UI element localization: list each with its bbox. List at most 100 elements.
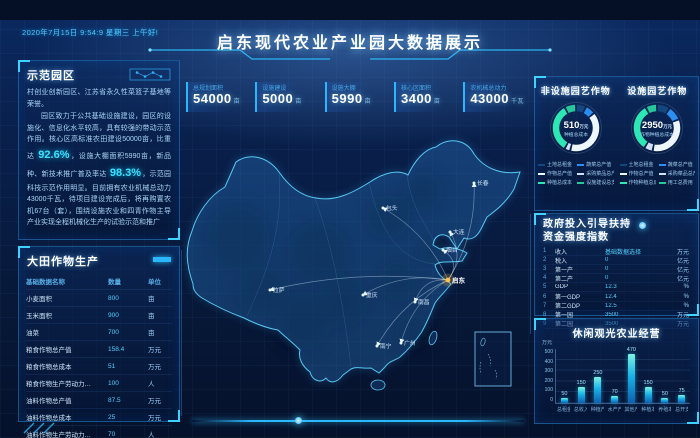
bar-chart: 500 400 300 200 100 0 50 150 250 70 470 150 50 75 bbox=[535, 347, 698, 404]
legend-swatch bbox=[577, 172, 585, 175]
bar-column: 470 bbox=[625, 347, 637, 403]
legend-item: 用工总费用 bbox=[658, 179, 695, 186]
city-dot bbox=[448, 230, 452, 234]
stat-card-label: 农机械总动力 bbox=[470, 86, 507, 92]
gov-support-table: 1 收入 基础数据选择 万元 2 税入 0 亿元 3 第一产 0 亿元 4 第二产 0 亿元 5 GDP 12.3%… bbox=[535, 246, 698, 329]
donut-slice bbox=[570, 114, 599, 152]
legend-item: 作物总产值 bbox=[619, 170, 656, 177]
legend-label: 土地总租金 bbox=[628, 162, 654, 168]
bar bbox=[644, 387, 652, 403]
stat-card-unit: 亩 bbox=[295, 99, 302, 105]
donut-slice bbox=[583, 107, 593, 117]
stat-card: 农机械总动力 43000 千瓦 bbox=[463, 82, 524, 112]
donut-slice bbox=[634, 108, 649, 148]
gov-cell: 1 bbox=[543, 248, 547, 255]
legend-item: 土地总租金 bbox=[538, 161, 574, 168]
city-dot bbox=[472, 181, 476, 185]
bar-category-label: 其他产 bbox=[624, 407, 638, 413]
table-cell: 人 bbox=[148, 432, 155, 438]
legend-label: 设施建设总支出 bbox=[586, 180, 613, 186]
city-marker: 大连 bbox=[448, 228, 465, 236]
gov-cell: 亿元 bbox=[676, 267, 689, 274]
stat-card: 核心区面积 3400 亩 bbox=[393, 82, 452, 112]
bar bbox=[627, 354, 635, 403]
stat-card-label: 设施建设 bbox=[262, 86, 287, 92]
table-row: 油菜 700 亩 bbox=[26, 324, 172, 341]
table-cell: 70 bbox=[108, 430, 116, 438]
table-cell: 25 bbox=[108, 413, 116, 421]
bar-value: 470 bbox=[626, 347, 636, 354]
bar-category-label: 水产产 bbox=[607, 407, 621, 413]
legend-swatch bbox=[658, 181, 666, 184]
bar-category-label: 种植产 bbox=[590, 407, 604, 413]
text-segment: 村创业创新园区、江苏省永久性菜篮子基地等荣誉。 bbox=[27, 89, 171, 108]
legend-label: 作物总产值 bbox=[547, 171, 573, 177]
datetime: 2020年7月15日 9:54:9 星期三 上午好! bbox=[22, 28, 159, 37]
gov-cell: 亿元 bbox=[676, 276, 689, 283]
y-axis-tick: 300 bbox=[544, 368, 553, 375]
donut-outer-ring bbox=[549, 102, 602, 154]
bar-column: 150 bbox=[575, 380, 587, 403]
city-dot bbox=[381, 206, 385, 210]
gov-support-panel: 政府投入引导扶持 资金强度指数 1 收入 基础数据选择 万元 2 税入 0 亿元 3 第一产 0 亿元… bbox=[534, 213, 699, 329]
legend-item: 蔬菜总产值 bbox=[658, 161, 695, 168]
south-china-sea-inset bbox=[474, 331, 512, 387]
bar-value: 50 bbox=[561, 390, 568, 397]
flight-line bbox=[362, 277, 449, 296]
city-label: 南宁 bbox=[380, 342, 392, 350]
legend-swatch bbox=[619, 163, 627, 166]
legend-item: 采购菜品总产值 bbox=[577, 170, 614, 177]
legend-swatch bbox=[619, 181, 627, 184]
table-cell: 油料作物生产劳动力… bbox=[26, 432, 91, 438]
china-map: 长春 包头 大连 烟台 启东 拉萨 重庆 南昌 南宁 广州 bbox=[183, 132, 531, 420]
legend-label: 种植总成本 bbox=[547, 180, 573, 186]
legend-label: 作物总产值 bbox=[628, 171, 654, 177]
table-cell: 51 bbox=[108, 362, 116, 370]
city-marker: 拉萨 bbox=[268, 286, 285, 294]
table-cell: 油料作物总产值 bbox=[26, 398, 72, 405]
legend-label: 采购菜品总产值 bbox=[667, 171, 695, 177]
gov-row: 3 第一产 0 亿元 bbox=[543, 265, 690, 275]
gov-cell: 第二GDP bbox=[555, 304, 581, 311]
field-crops-title: 大田作物生产 bbox=[27, 256, 99, 268]
table-row: 粮食作物总产值 158.4 万元 bbox=[26, 341, 172, 358]
top-strip bbox=[0, 0, 700, 20]
legend-swatch bbox=[577, 181, 585, 184]
city-marker: 长春 bbox=[472, 179, 489, 187]
donut-slice bbox=[646, 104, 657, 114]
table-cell: 亩 bbox=[148, 313, 155, 320]
demo-park-title: 示范园区 bbox=[27, 70, 75, 82]
donut-slice bbox=[657, 104, 669, 114]
table-cell: 人 bbox=[148, 381, 155, 388]
table-cell: 87.5 bbox=[108, 396, 121, 404]
city-marker-highlight: 启东 bbox=[441, 273, 466, 287]
bar-value: 70 bbox=[611, 388, 618, 395]
bar-category-label: 总租金 bbox=[556, 407, 570, 413]
donut-title: 非设施园艺作物 bbox=[540, 86, 611, 96]
page-title: 启东现代农业产业园大数据展示 bbox=[216, 35, 483, 52]
gov-row: 2 税入 0 亿元 bbox=[543, 256, 690, 266]
city-dot bbox=[441, 248, 445, 252]
bar-value: 250 bbox=[593, 370, 603, 376]
donut-slice bbox=[666, 108, 679, 122]
gov-support-title: 政府投入引导扶持 资金强度指数 bbox=[535, 214, 698, 246]
gov-cell: 万元 bbox=[676, 249, 689, 256]
hainan-island bbox=[370, 379, 386, 391]
legend-swatch bbox=[538, 163, 545, 166]
bar-column: 70 bbox=[609, 389, 621, 403]
stat-card-label: 总规划面积 bbox=[193, 86, 224, 92]
city-dot bbox=[268, 288, 272, 292]
stat-card-value: 5000 亩 bbox=[262, 91, 302, 106]
legend-swatch bbox=[658, 172, 666, 175]
gov-title-line2: 资金强度指数 bbox=[543, 231, 609, 243]
table-cell: 800 bbox=[108, 294, 119, 302]
china-outline bbox=[186, 140, 521, 383]
legend-label: 作物种植总成本 bbox=[628, 180, 656, 186]
city-dot bbox=[375, 344, 379, 348]
donut-center-value: 2950万元 bbox=[642, 120, 673, 131]
city-label: 启东 bbox=[452, 276, 466, 285]
city-marker: 南昌 bbox=[413, 298, 430, 306]
province-shading bbox=[206, 172, 447, 350]
